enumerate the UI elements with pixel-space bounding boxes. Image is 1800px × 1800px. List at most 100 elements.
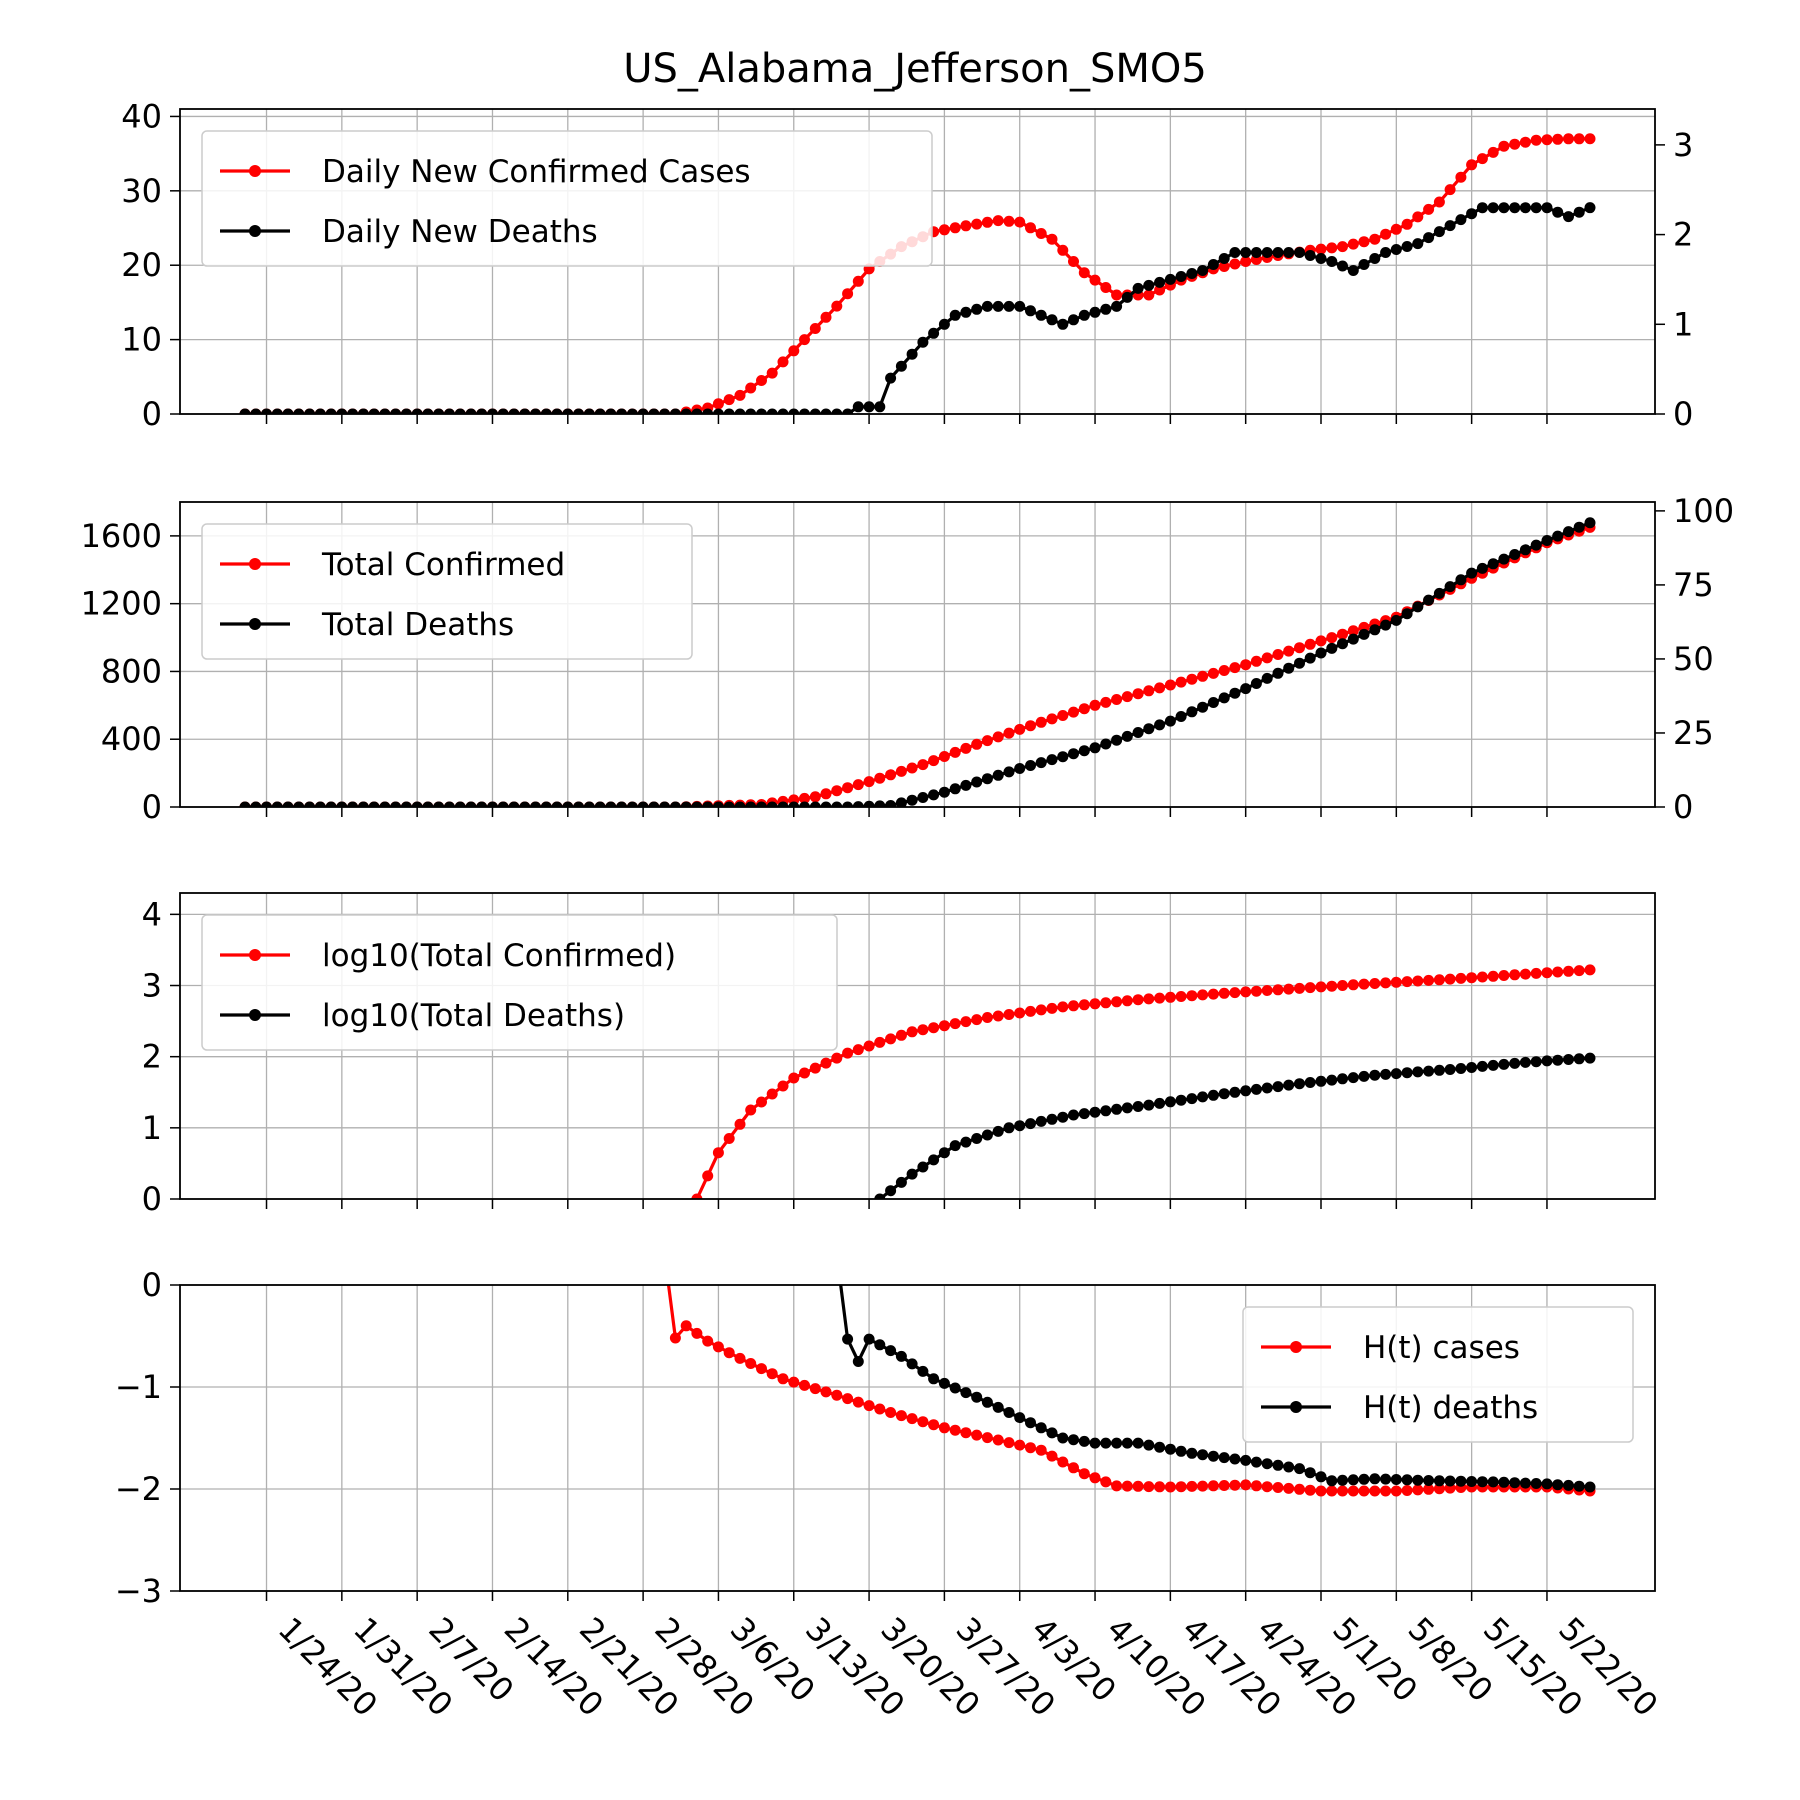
data-point <box>1530 1056 1542 1068</box>
data-point <box>1078 745 1090 757</box>
data-point <box>1326 1074 1338 1086</box>
data-point <box>1197 1091 1209 1103</box>
data-point <box>336 801 348 807</box>
data-point <box>1207 259 1219 270</box>
data-point <box>1315 1075 1327 1087</box>
data-point <box>1046 233 1058 245</box>
data-point <box>831 1052 843 1064</box>
data-point <box>1272 649 1284 660</box>
panel-log: 0 1 2 3 4 log10(Total Confirmed) log10(Total D… <box>142 892 1656 1218</box>
data-point <box>1229 1086 1241 1098</box>
data-point <box>938 1422 950 1434</box>
data-point <box>1197 670 1209 682</box>
data-point <box>1358 978 1370 990</box>
data-point <box>1326 980 1338 992</box>
data-point <box>1369 1069 1381 1081</box>
data-point <box>465 801 477 807</box>
data-point <box>282 801 294 807</box>
data-point <box>1261 672 1273 684</box>
data-point <box>1347 238 1359 250</box>
data-point <box>1455 1063 1467 1074</box>
data-point <box>1250 1480 1262 1492</box>
y-tick-label: 800 <box>101 652 162 690</box>
data-point <box>756 375 767 386</box>
data-point <box>1498 1476 1510 1488</box>
data-point <box>583 801 595 807</box>
data-point <box>1046 1113 1058 1125</box>
data-point <box>809 408 821 414</box>
data-point <box>1519 202 1531 214</box>
data-point <box>1390 244 1402 255</box>
data-point <box>1132 1437 1144 1449</box>
data-point <box>1401 241 1413 252</box>
data-point <box>1433 1475 1445 1487</box>
data-point <box>949 222 961 234</box>
data-point <box>1014 1120 1026 1132</box>
data-point <box>1240 659 1252 671</box>
data-point <box>1509 549 1521 560</box>
data-point <box>1143 279 1155 291</box>
data-point <box>1573 1053 1585 1065</box>
data-point <box>573 801 585 807</box>
data-point <box>1283 1079 1295 1091</box>
data-point <box>605 801 617 807</box>
data-point <box>1035 1422 1047 1434</box>
data-point <box>1186 990 1198 1002</box>
y-tick-label: 20 <box>121 246 162 284</box>
data-point <box>659 801 671 807</box>
data-point <box>304 801 316 807</box>
data-point <box>1003 766 1015 778</box>
data-point <box>1412 1066 1424 1078</box>
data-point <box>1444 581 1456 593</box>
data-point <box>1283 247 1295 258</box>
data-point <box>422 408 434 414</box>
data-point <box>1014 1439 1026 1451</box>
data-point <box>1455 574 1467 586</box>
data-point <box>756 1096 767 1108</box>
data-point <box>1304 1467 1316 1479</box>
data-point <box>1186 673 1198 685</box>
data-point <box>702 1170 714 1182</box>
data-point <box>1240 1479 1252 1491</box>
data-point <box>1573 965 1585 977</box>
data-point <box>1337 628 1348 640</box>
plot-frame <box>179 501 1656 808</box>
data-point <box>1347 1474 1359 1486</box>
data-point <box>1358 1485 1370 1497</box>
series-log-0 <box>691 964 1596 1199</box>
data-point <box>1154 719 1166 731</box>
data-point <box>1240 256 1252 267</box>
data-point <box>1089 742 1101 754</box>
legend-label: Total Confirmed <box>321 547 565 583</box>
data-point <box>788 345 800 357</box>
data-point <box>1164 679 1176 691</box>
data-point <box>712 398 724 410</box>
data-point <box>379 801 391 807</box>
y-tick-label: 1 <box>142 1109 162 1147</box>
data-point <box>1057 710 1069 721</box>
data-point <box>906 1026 918 1038</box>
data-point <box>777 1080 789 1092</box>
data-point <box>1218 1452 1230 1464</box>
data-point <box>1498 1058 1510 1070</box>
data-point <box>1315 647 1327 659</box>
data-point <box>1154 1097 1166 1109</box>
data-point <box>917 336 929 348</box>
data-point <box>454 801 466 807</box>
data-point <box>1337 1485 1348 1497</box>
data-point <box>809 1062 821 1074</box>
data-point <box>745 1104 757 1116</box>
data-point <box>1143 1481 1155 1493</box>
panel-total: 0 400 800 1200 1600 0 25 50 75 100 Total Confirmed… <box>81 492 1735 826</box>
data-point <box>1487 558 1499 570</box>
data-point <box>1207 1450 1219 1462</box>
data-point <box>1519 1477 1531 1489</box>
data-point <box>1240 1085 1252 1097</box>
data-point <box>1412 1474 1424 1486</box>
legend-marker <box>249 165 261 177</box>
data-point <box>1057 751 1069 763</box>
data-point <box>788 1072 800 1084</box>
data-point <box>960 779 972 791</box>
data-point <box>1089 699 1101 711</box>
data-point <box>433 801 445 807</box>
